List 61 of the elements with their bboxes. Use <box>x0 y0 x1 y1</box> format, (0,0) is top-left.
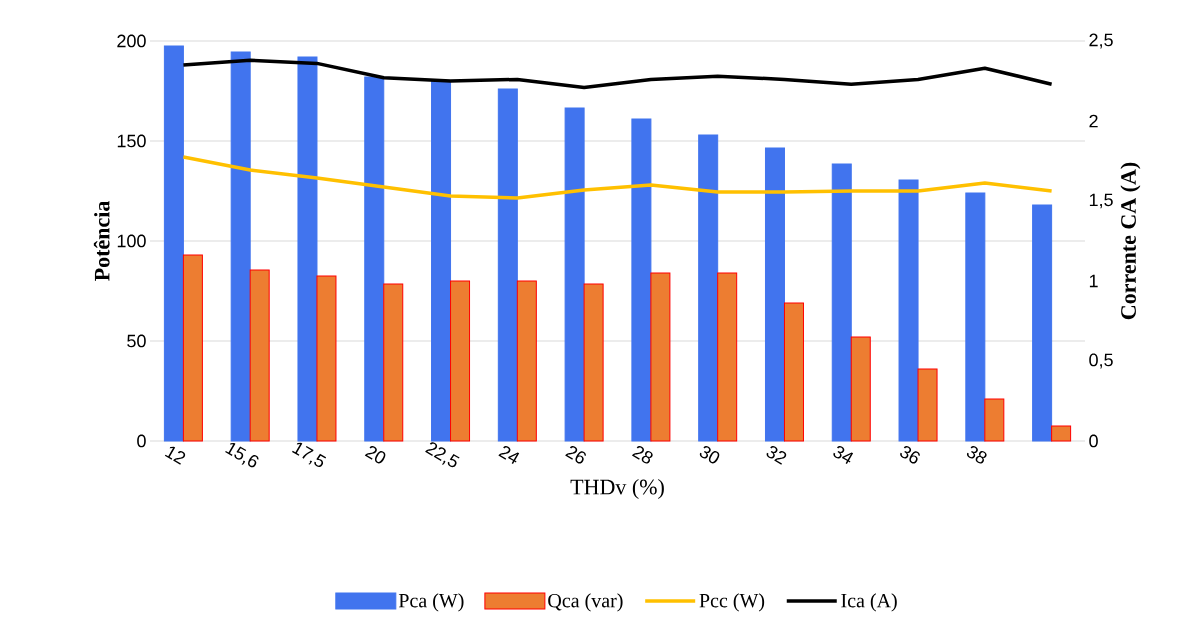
x-tick-label: 30 <box>699 446 720 464</box>
bar <box>764 147 785 442</box>
x-tick-label: 34 <box>833 446 854 465</box>
y-tick-label: 150 <box>117 134 146 148</box>
x-tick-label: 15,6 <box>225 442 259 468</box>
y2-tick-label: 1 <box>1089 274 1098 288</box>
bar <box>1032 204 1053 442</box>
x-tick-label: 38 <box>966 446 987 464</box>
x-tick-label: 24 <box>498 446 520 465</box>
bar <box>1051 425 1072 442</box>
y2-tick-label: 0 <box>1089 434 1098 448</box>
bar <box>650 272 671 442</box>
bar <box>364 76 385 442</box>
bar <box>316 275 337 442</box>
x-tick-label: 28 <box>631 446 653 464</box>
x-tick-label: 26 <box>565 446 586 464</box>
bar <box>497 88 518 442</box>
y2-tick-label: 2 <box>1089 114 1098 128</box>
legend-label: Pca (W) <box>398 593 464 612</box>
y-tick-label: 100 <box>117 234 146 248</box>
bar <box>717 272 738 442</box>
x-tick-label: 12 <box>164 446 186 465</box>
bar <box>965 192 986 442</box>
bar <box>516 280 537 442</box>
bar <box>583 283 604 442</box>
bar <box>631 118 652 442</box>
bar <box>431 80 452 442</box>
x-tick-label: 36 <box>900 446 920 464</box>
bar <box>831 163 852 442</box>
y2-tick-label: 0,5 <box>1089 353 1113 369</box>
y2-tick-label: 1,5 <box>1089 193 1113 209</box>
y-axis-title: Potência <box>93 201 110 281</box>
y-tick-label: 200 <box>117 34 146 48</box>
legend-label: Qca (var) <box>548 593 623 612</box>
x-tick-label: 22,5 <box>425 442 460 468</box>
bar <box>898 179 919 442</box>
bar <box>917 368 938 442</box>
bar <box>230 51 251 442</box>
bar <box>182 254 203 442</box>
bar <box>984 398 1005 442</box>
y2-axis-title: Corrente CA (A) <box>1120 162 1141 320</box>
y-tick-label: 0 <box>137 434 146 448</box>
bar <box>783 302 804 442</box>
x-tick-label: 17,5 <box>292 442 327 468</box>
bar <box>450 280 471 442</box>
bar <box>564 107 585 442</box>
x-tick-label: 32 <box>766 446 787 465</box>
x-axis-title: THDv (%) <box>570 478 664 499</box>
line-series <box>181 58 1054 90</box>
y-tick-label: 50 <box>127 334 146 348</box>
bar <box>297 56 318 442</box>
line-series <box>181 155 1054 200</box>
bar <box>383 283 404 442</box>
legend-label: Ica (A) <box>841 593 897 612</box>
y2-tick-label: 2,5 <box>1089 33 1113 49</box>
bar <box>850 336 871 442</box>
legend-label: Pcc (W) <box>699 593 765 612</box>
bar <box>163 45 184 442</box>
bar <box>698 134 719 442</box>
bar <box>249 269 270 442</box>
x-tick-label: 20 <box>364 446 386 464</box>
